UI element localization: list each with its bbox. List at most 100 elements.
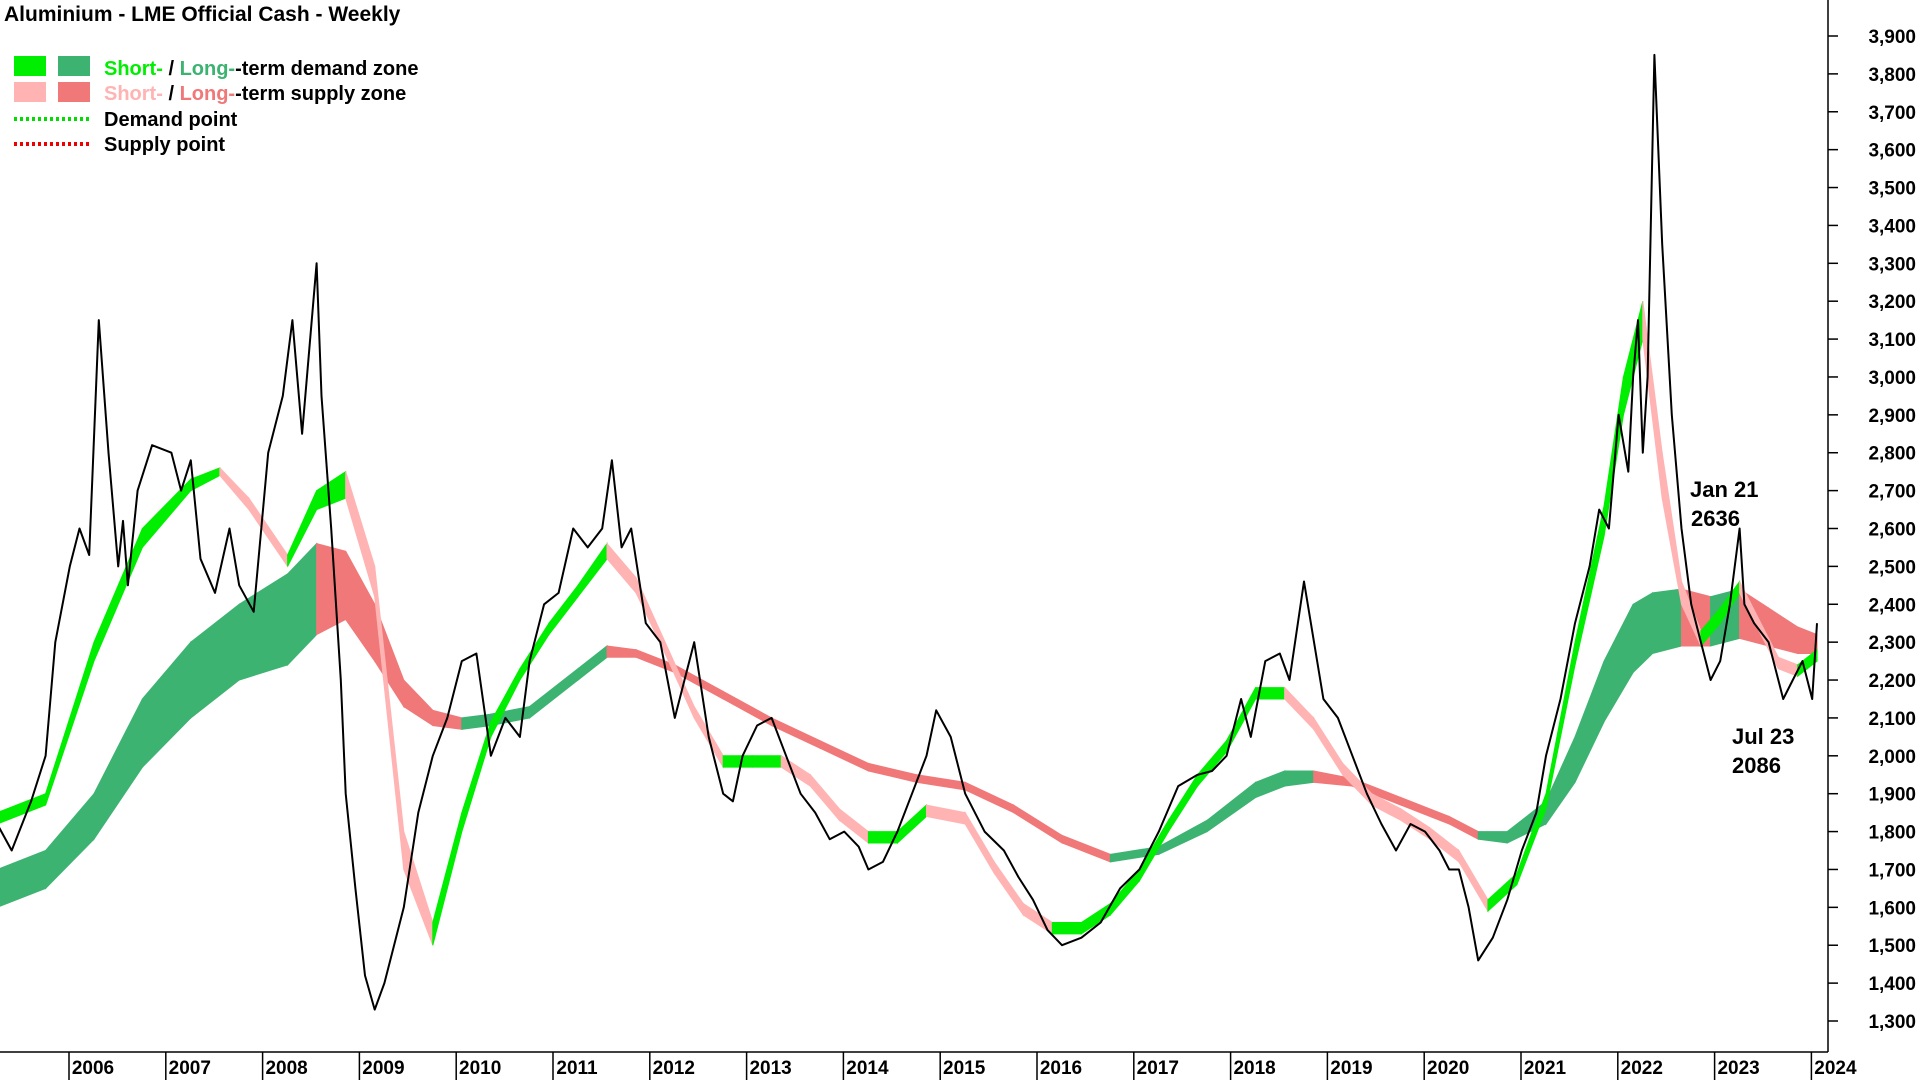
y-tick-label: 3,500 — [1868, 179, 1916, 200]
x-tick-label: 2011 — [556, 1058, 598, 1079]
short-zone-segment — [1603, 376, 1624, 537]
y-tick-label: 2,900 — [1868, 406, 1916, 427]
x-tick-label: 2022 — [1621, 1058, 1663, 1079]
x-tick-label: 2006 — [72, 1058, 114, 1079]
y-tick-label: 2,200 — [1868, 671, 1916, 692]
x-tick-label: 2012 — [653, 1058, 695, 1079]
long-zone-segment — [771, 717, 821, 750]
short-zone-segment — [751, 755, 782, 768]
long-zone-segment — [287, 542, 318, 667]
legend-demand-zone-label: Short- / Long--term demand zone — [104, 58, 418, 80]
short-zone-segment — [925, 804, 966, 825]
long-zone-segment — [867, 762, 918, 783]
y-tick-label: 2,400 — [1868, 595, 1916, 616]
plot-area — [0, 53, 1818, 1011]
long-zone-segment — [577, 644, 608, 682]
y-tick-label: 2,500 — [1868, 557, 1916, 578]
x-tick-label: 2016 — [1040, 1058, 1082, 1079]
x-tick-label: 2015 — [943, 1058, 986, 1079]
long-zone-segment — [1206, 781, 1257, 833]
long-zone-segment — [1255, 770, 1286, 799]
y-tick-label: 3,700 — [1868, 103, 1916, 124]
y-tick-label: 3,600 — [1868, 141, 1916, 162]
y-tick-label: 3,300 — [1868, 254, 1916, 275]
y-tick-label: 2,700 — [1868, 482, 1916, 503]
x-tick-label: 2018 — [1233, 1058, 1275, 1079]
short-zone-segment — [1109, 868, 1140, 917]
long-zone-segment — [1632, 592, 1653, 674]
short-zone-segment — [1080, 902, 1111, 935]
x-tick-label: 2017 — [1137, 1058, 1179, 1079]
price-line — [0, 53, 1818, 1011]
y-tick-label: 1,300 — [1868, 1012, 1916, 1033]
short-zone-segment — [219, 466, 250, 511]
y-tick-label: 1,400 — [1868, 974, 1916, 995]
long-zone-segment — [722, 690, 773, 727]
short-zone-segment — [606, 542, 637, 595]
annotation-jul23-value: 2086 — [1732, 753, 1781, 778]
long-zone-segment — [45, 792, 95, 890]
annotation-jul23: Jul 23 2086 — [1732, 724, 1794, 778]
x-tick-label: 2019 — [1330, 1058, 1372, 1079]
long-zone-segment — [403, 678, 434, 727]
short-zone-segment — [896, 803, 927, 845]
x-tick-label: 2013 — [749, 1058, 791, 1079]
y-tick-label: 3,000 — [1868, 368, 1916, 389]
y-tick-label: 1,900 — [1868, 785, 1916, 806]
legend-long-demand-swatch — [58, 56, 90, 76]
x-tick-label: 2023 — [1717, 1058, 1759, 1079]
long-zone-segment — [93, 698, 143, 841]
short-zone-segment — [722, 755, 753, 768]
legend-supply-point-label: Supply point — [104, 134, 225, 156]
short-zone-segment — [993, 860, 1024, 917]
x-tick-label: 2020 — [1427, 1058, 1469, 1079]
short-zone-segment — [1197, 739, 1228, 788]
short-zone-segment — [316, 470, 347, 511]
y-tick-label: 2,100 — [1868, 709, 1916, 730]
legend-long-supply-swatch — [58, 82, 90, 102]
long-zone-segment — [190, 603, 240, 719]
legend-demand-point-label: Demand point — [104, 109, 238, 131]
short-zone-segment — [490, 668, 521, 738]
y-tick-label: 2,300 — [1868, 633, 1916, 654]
short-zone-segment — [1661, 452, 1683, 605]
short-zone-segment — [1313, 716, 1344, 777]
short-zone-segment — [432, 812, 463, 946]
y-tick-label: 2,800 — [1868, 444, 1916, 465]
long-zone-segment — [529, 667, 579, 719]
short-zone-segment — [1516, 793, 1547, 885]
legend-short-supply-swatch — [14, 82, 46, 102]
short-zone-segment — [1284, 686, 1315, 731]
x-tick-label: 2010 — [459, 1058, 501, 1079]
annotation-jan21-value: 2636 — [1691, 506, 1740, 531]
long-zone-segment — [916, 774, 966, 791]
short-zone-segment — [1051, 922, 1082, 935]
long-zone-segment — [238, 573, 289, 681]
legend-supply-zone-label: Short- / Long--term supply zone — [104, 83, 406, 105]
long-zone-segment — [1651, 588, 1683, 655]
x-tick-label: 2009 — [362, 1058, 404, 1079]
y-tick-label: 1,600 — [1868, 898, 1916, 919]
short-zone-segment — [248, 496, 289, 569]
short-zone-segment — [548, 583, 579, 637]
y-axis-ticks: 1,300 1,400 1,500 1,600 1,700 1,800 1,900 2,000… — [1828, 27, 1916, 1033]
y-tick-label: 3,800 — [1868, 65, 1916, 86]
y-tick-label: 1,800 — [1868, 823, 1916, 844]
short-zone-segment — [190, 467, 221, 492]
short-zone-segment — [141, 478, 192, 549]
long-zone-segment — [1574, 660, 1605, 783]
x-tick-label: 2007 — [169, 1058, 211, 1079]
short-zone-segment — [1777, 656, 1799, 677]
long-zone-segment — [1448, 815, 1479, 840]
long-zone-segment — [316, 543, 347, 636]
long-zone-segment — [606, 645, 637, 658]
y-tick-label: 1,500 — [1868, 936, 1916, 957]
x-tick-label: 2021 — [1524, 1058, 1567, 1079]
long-zone-segment — [1284, 770, 1315, 787]
long-zone-segment — [1061, 834, 1111, 863]
y-tick-label: 2,600 — [1868, 520, 1916, 541]
annotation-jan21-date: Jan 21 — [1690, 477, 1759, 502]
y-tick-label: 3,100 — [1868, 330, 1916, 351]
y-tick-label: 3,200 — [1868, 292, 1916, 313]
